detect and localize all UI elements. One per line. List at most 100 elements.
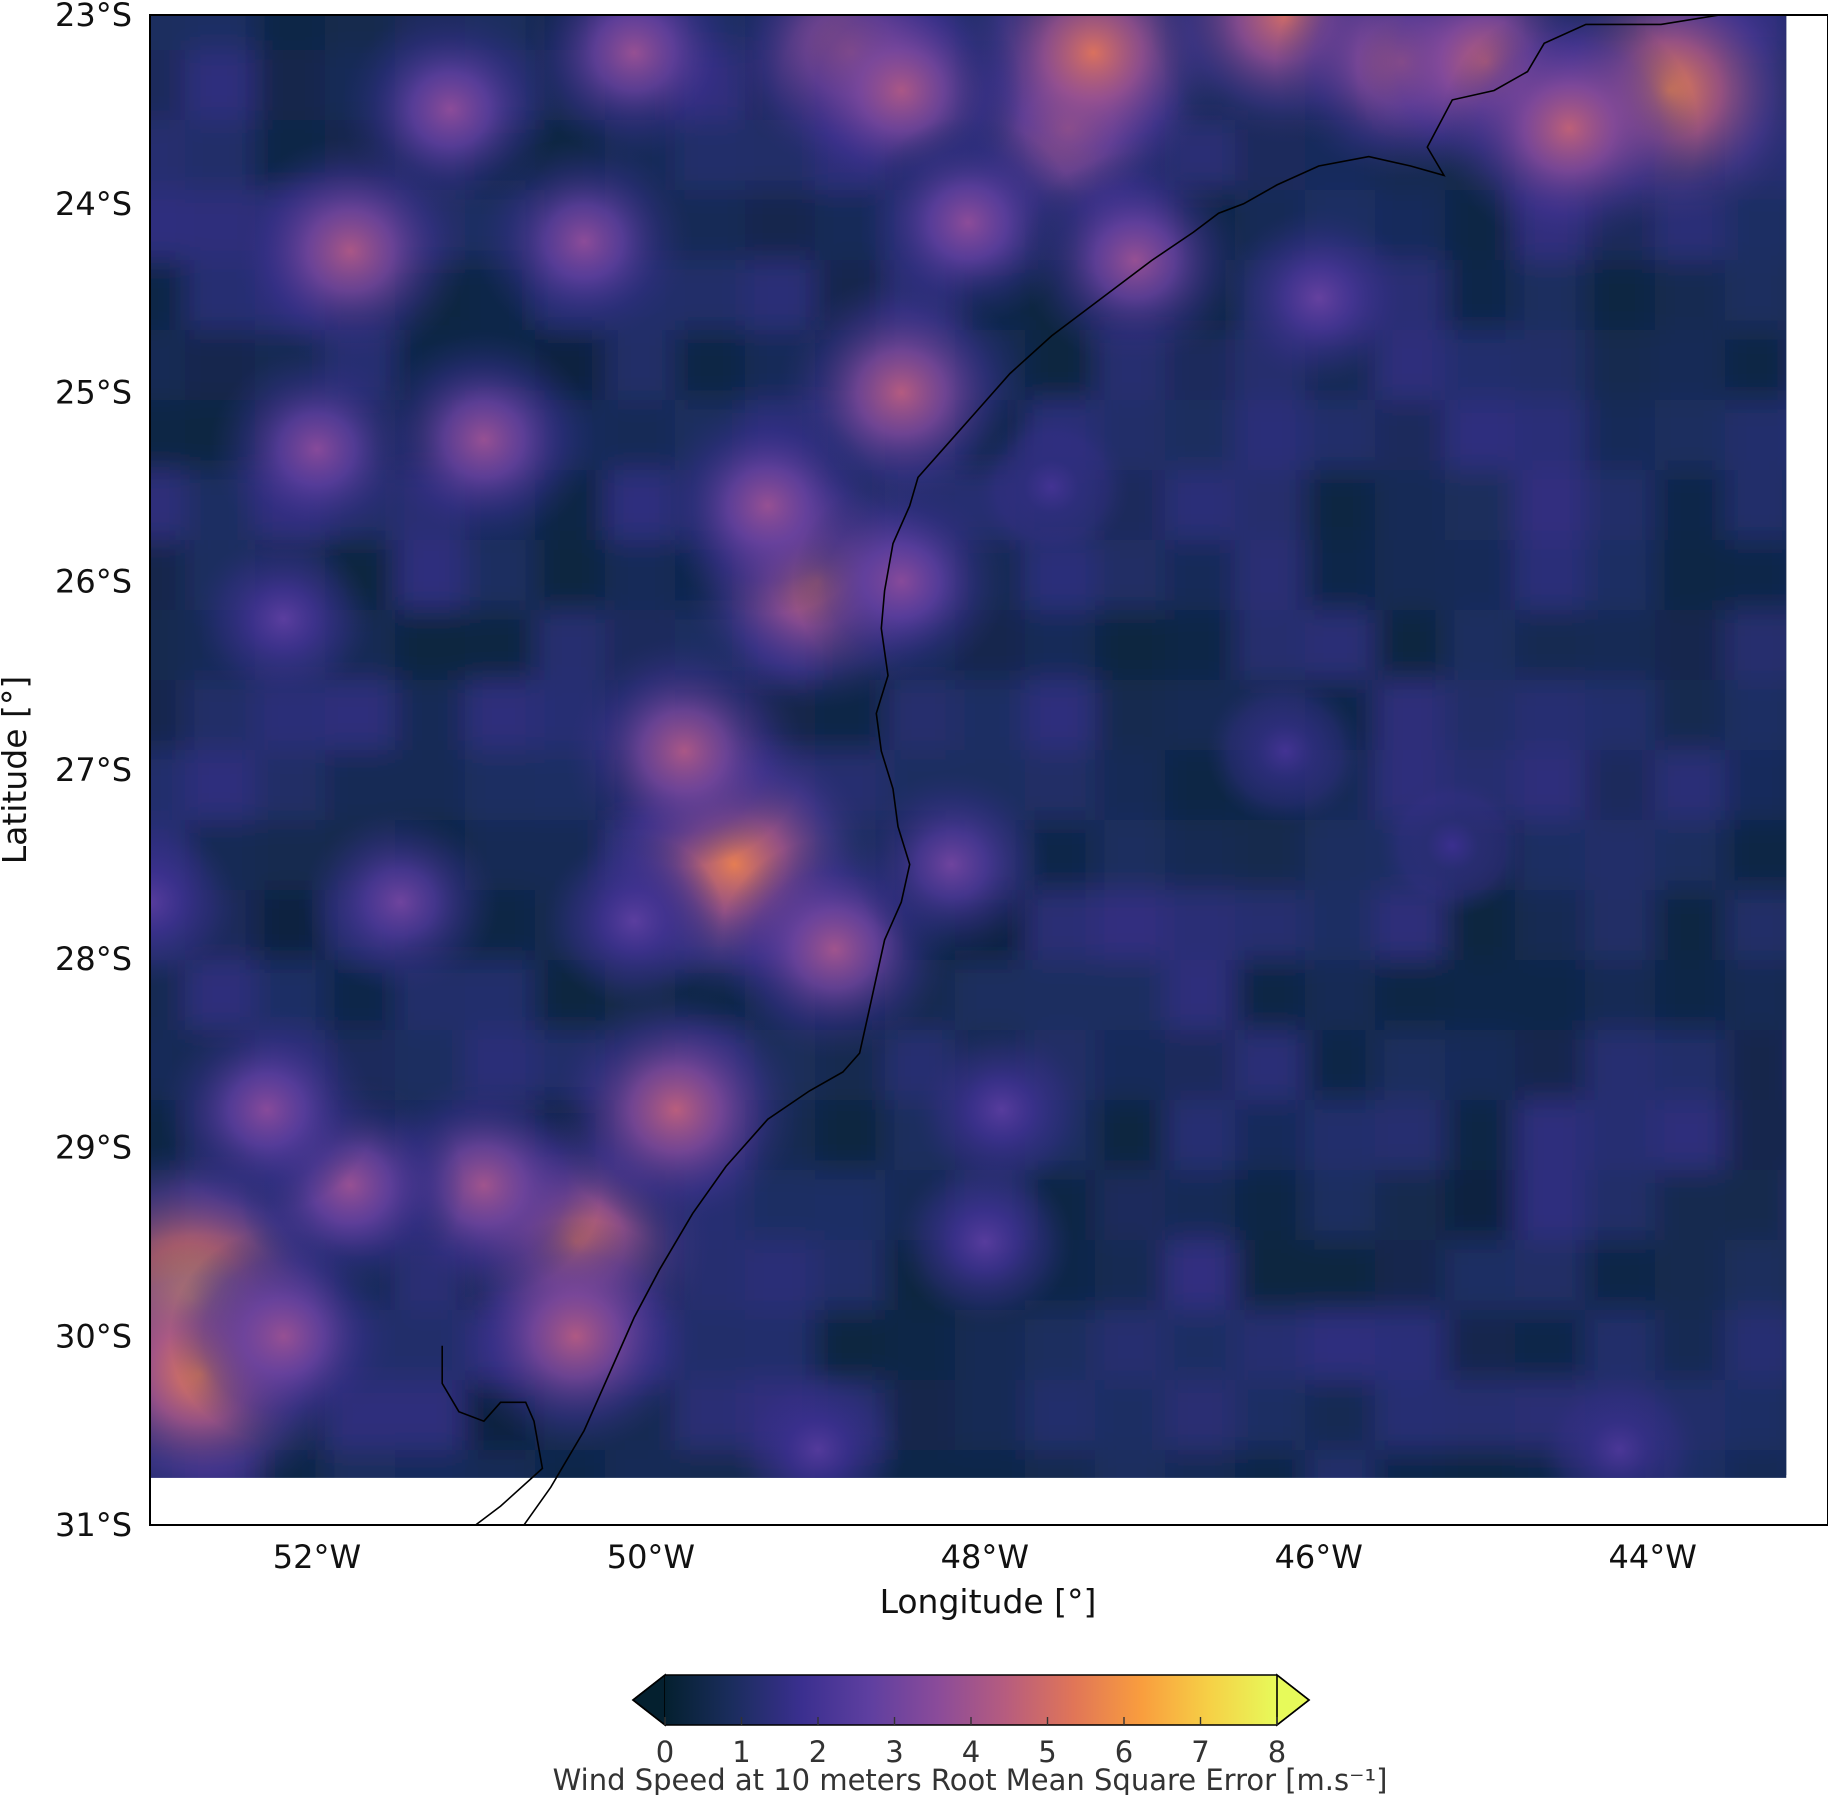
rmse-background-cell [815,1170,887,1242]
rmse-background-cell [1375,680,1447,752]
rmse-background-cell [1655,750,1727,822]
rmse-background-cell [150,50,187,122]
rmse-background-cell [1725,680,1787,752]
rmse-background-cell [465,750,537,822]
rmse-background-cell [1095,680,1167,752]
colorbar-tick-label: 7 [1191,1735,1209,1769]
rmse-background-cell [1165,1100,1237,1172]
rmse-background-cell [1165,1450,1237,1478]
longitude-tick-label: 50°W [607,1538,695,1576]
colorbar-tick-label: 4 [962,1735,980,1769]
latitude-tick-label: 30°S [55,1317,132,1355]
rmse-background-cell [1165,890,1237,962]
rmse-background-cell [1165,400,1237,472]
rmse-background-cell [1095,610,1167,682]
rmse-background-cell [1165,1240,1237,1312]
rmse-background-cell [1655,1100,1727,1172]
rmse-background-cell [1235,1310,1307,1382]
rmse-background-cell [1095,1100,1167,1172]
rmse-background-cell [1235,470,1307,542]
latitude-tick-label: 24°S [55,185,132,223]
rmse-background-cell [1585,330,1657,402]
rmse-background-cell [885,680,957,752]
rmse-background-cell [1725,1030,1787,1102]
rmse-background-cell [1375,470,1447,542]
rmse-background-cell [605,1450,677,1478]
rmse-background-cell [395,610,467,682]
rmse-background-cell [1725,820,1787,892]
rmse-background-cell [1515,330,1587,402]
longitude-tick-label: 44°W [1609,1538,1697,1576]
colorbar-tick-label: 3 [885,1735,903,1769]
rmse-background-cell [1585,1170,1657,1242]
rmse-background-cell [1375,1450,1447,1478]
rmse-background-cell [1445,330,1517,402]
rmse-hotspot [1223,207,1414,389]
rmse-background-cell [1235,540,1307,612]
rmse-background-cell [1585,470,1657,542]
rmse-background-cell [1165,1170,1237,1242]
rmse-background-cell [1725,260,1787,332]
rmse-background-cell [1655,260,1727,332]
rmse-background-cell [1305,470,1377,542]
x-axis-title: Longitude [°] [880,1582,1097,1621]
rmse-hotspot [895,1156,1075,1327]
rmse-background-cell [1585,540,1657,612]
rmse-background-cell [1095,820,1167,892]
rmse-background-cell [1375,1380,1447,1452]
rmse-background-cell [1445,1450,1517,1478]
rmse-background-cell [1095,1170,1167,1242]
rmse-background-cell [1655,400,1727,472]
rmse-background-cell [465,960,537,1032]
rmse-background-cell [150,260,187,332]
rmse-background-cell [1165,820,1237,892]
rmse-background-cell [535,1450,607,1478]
rmse-background-cell [1445,1170,1517,1242]
colorbar: 0 1 2 3 4 5 6 7 8 Wind Speed at 10 meters Root M… [553,1673,1387,1795]
rmse-background-cell [1305,1030,1377,1102]
rmse-background-cell [1585,820,1657,892]
rmse-background-cell [1585,610,1657,682]
latitude-tick-label: 26°S [55,562,132,600]
rmse-background-cell [955,680,1027,752]
rmse-background-cell [150,15,187,52]
rmse-background-cell [1025,1310,1097,1382]
coastline-main [522,15,1724,1525]
rmse-hotspot [852,770,1051,959]
rmse-background-cell [1375,1240,1447,1312]
rmse-background-cell [1585,400,1657,472]
rmse-background-cell [325,1450,397,1478]
rmse-background-cell [1375,1100,1447,1172]
rmse-background-cell [955,1380,1027,1452]
rmse-background-cell [1305,890,1377,962]
rmse-background-cell [150,120,187,192]
rmse-background-cell [815,1100,887,1172]
rmse-background-cell [1375,610,1447,682]
rmse-background-cell [1585,750,1657,822]
rmse-background-cell [1445,540,1517,612]
rmse-background-cell [185,50,257,122]
rmse-hotspot [474,136,695,347]
rmse-hotspot [370,331,598,549]
rmse-background-cell [1305,610,1377,682]
rmse-background-cell [1025,750,1097,822]
longitude-tick-label: 46°W [1275,1538,1363,1576]
rmse-background-cell [1585,960,1657,1032]
latitude-tick-labels: 23°S 24°S 25°S 26°S 27°S 28°S 29°S 30°S 31°S [55,0,132,1544]
colorbar-tick-label: 2 [809,1735,827,1769]
rmse-background-cell [465,610,537,682]
rmse-background-cell [1445,1310,1517,1382]
rmse-background-cell [1445,1380,1517,1452]
rmse-background-cell [1095,890,1167,962]
rmse-background-cell [395,1450,467,1478]
rmse-background-cell [1235,960,1307,1032]
rmse-background-cell [1445,680,1517,752]
rmse-background-cell [745,190,817,262]
rmse-background-cell [1515,960,1587,1032]
rmse-background-cell [465,540,537,612]
rmse-background-cell [1445,1240,1517,1312]
rmse-background-cell [885,1310,957,1382]
rmse-background-cell [150,400,187,472]
colorbar-tick-labels: 0 1 2 3 4 5 6 7 8 [656,1717,1286,1769]
rmse-background-cell [1025,680,1097,752]
